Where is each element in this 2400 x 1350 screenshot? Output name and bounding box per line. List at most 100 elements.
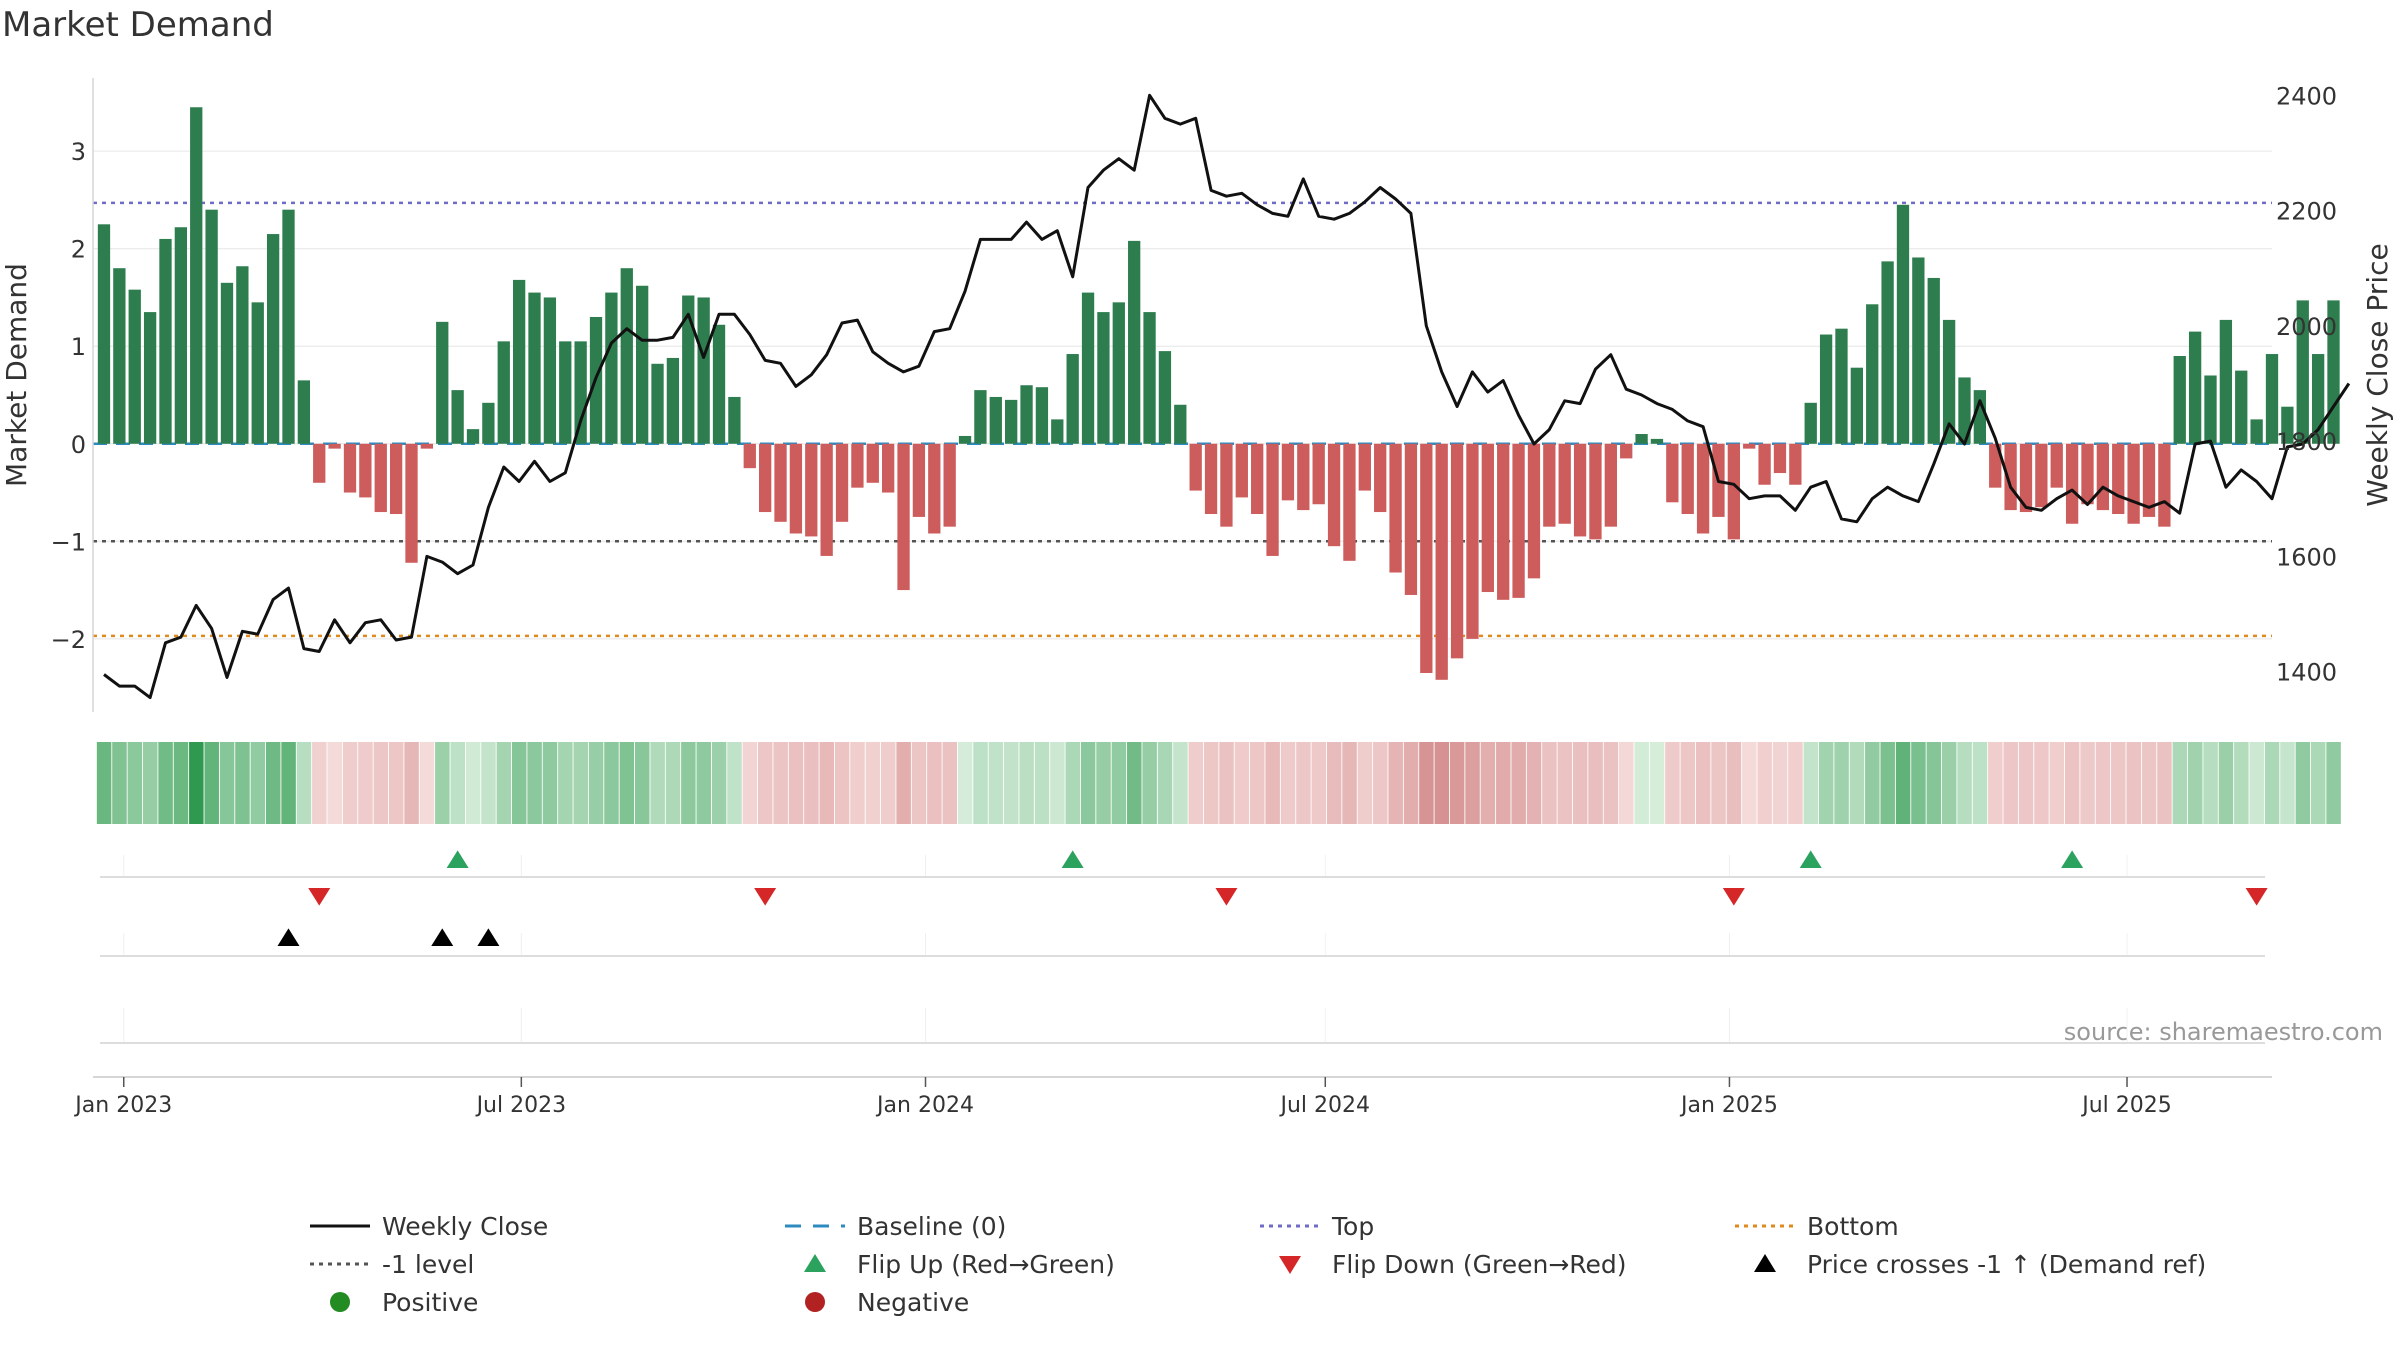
negative-demand-bar [2050,443,2063,488]
heat-cell [1034,742,1050,824]
negative-demand-bar [1727,443,1740,540]
heat-cell [696,742,711,824]
positive-demand-bar [1850,367,1863,444]
positive-demand-bar [2188,331,2202,444]
heat-cell [2018,742,2034,824]
positive-demand-bar [2204,375,2217,444]
heat-cell [2126,742,2141,824]
negative-demand-bar [882,443,895,493]
heat-cell [1373,742,1388,824]
heat-cell [1757,742,1772,824]
heat-cell [1588,742,1603,824]
heat-cell [1326,742,1342,824]
positive-demand-bar [1635,434,1648,444]
positive-demand-bar [605,292,618,444]
heat-cell [2203,742,2218,824]
negative-demand-bar [1297,443,1310,511]
negative-demand-bar [759,443,772,513]
heat-cell [1865,742,1880,824]
legend-swatch [1754,1254,1776,1272]
heat-cell [2280,742,2295,824]
positive-demand-bar [1804,402,1817,444]
heat-cell [1957,742,1972,824]
heat-cell [927,742,942,824]
heat-cell [404,742,419,824]
positive-demand-bar [436,321,449,444]
negative-demand-bar [912,443,926,517]
negative-demand-bar [743,443,756,469]
heat-cell [634,742,650,824]
positive-demand-bar [143,312,157,444]
negative-demand-bar [851,443,864,488]
negative-demand-bar [1773,443,1787,474]
source-note: source: sharemaestro.com [2064,1018,2383,1046]
negative-demand-bar [1573,443,1587,537]
positive-demand-bar [620,268,633,444]
heat-cell [2141,742,2157,824]
negative-demand-bar [928,443,941,534]
flip-down-marker [1722,888,1745,906]
positive-demand-bar [1081,292,1095,444]
positive-demand-bar [1143,312,1156,444]
heat-cell [1004,742,1019,824]
heat-cell [727,742,742,824]
negative-demand-bar [343,443,357,493]
positive-demand-bar [128,289,141,444]
negative-demand-bar [1420,443,1433,673]
y-tick-label: 1 [71,333,86,361]
positive-demand-bar [205,209,218,444]
x-tick-label: Jan 2025 [1679,1093,1778,1118]
price-cross-marker [277,928,300,946]
heat-cell [650,742,665,824]
heat-cell [281,742,296,824]
heat-cell [296,742,312,824]
positive-demand-bar [651,363,664,444]
negative-demand-bar [1604,443,1617,527]
positive-demand-bar [1958,377,1971,444]
positive-demand-bar [543,297,557,444]
negative-demand-bar [835,443,849,522]
heat-cell [235,742,250,824]
negative-demand-bar [1235,443,1248,498]
heat-cell [681,742,696,824]
negative-demand-bar [1558,443,1571,524]
positive-demand-bar [1097,312,1110,444]
flip-down-marker [308,888,331,906]
heat-cell [1572,742,1588,824]
heat-cell [1203,742,1219,824]
legend-label: Top [1331,1212,1374,1241]
y2-tick-label: 1400 [2276,659,2337,687]
heat-cell [1972,742,1988,824]
legend-label: Positive [382,1288,478,1317]
negative-demand-bar [1220,443,1233,527]
negative-demand-bar [2096,443,2110,511]
heat-cell [2034,742,2049,824]
heat-cell [1726,742,1742,824]
heat-cell [1496,742,1511,824]
heat-cell [1080,742,1096,824]
positive-demand-bar [1912,257,1925,444]
heat-cell [1788,742,1803,824]
negative-demand-bar [1512,443,1525,598]
heat-cell [1634,742,1649,824]
heat-cell [558,742,573,824]
legend-label: Price crosses -1 ↑ (Demand ref) [1807,1250,2206,1279]
heat-cell [496,742,512,824]
positive-demand-bar [97,224,111,444]
heat-cell [1388,742,1403,824]
positive-demand-bar [220,282,234,444]
negative-demand-bar [2127,443,2140,524]
positive-demand-bar [451,390,464,444]
heat-cell [481,742,496,824]
heat-cell [1265,742,1280,824]
heat-cell [1526,742,1542,824]
heat-cell [896,742,911,824]
positive-demand-bar [482,402,495,444]
weekly-close-line [103,93,2351,700]
heat-cell [804,742,819,824]
heat-cell [1234,742,1250,824]
heat-cell [1065,742,1081,824]
heat-cell [358,742,373,824]
positive-demand-bar [1896,204,1910,444]
